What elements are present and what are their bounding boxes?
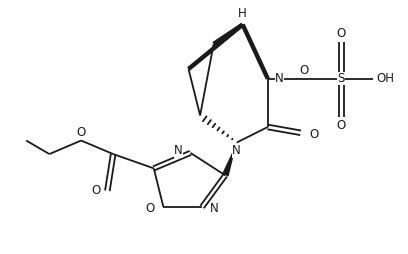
Text: N: N [232, 145, 240, 157]
Text: O: O [337, 27, 346, 40]
Text: H: H [238, 7, 247, 20]
Text: O: O [309, 128, 318, 141]
Text: OH: OH [376, 72, 395, 85]
Polygon shape [222, 142, 237, 177]
Text: O: O [146, 202, 155, 215]
Text: O: O [91, 184, 100, 197]
Text: N: N [210, 202, 219, 215]
Text: S: S [337, 72, 345, 85]
Text: O: O [76, 125, 86, 138]
Text: N: N [174, 145, 183, 157]
Text: O: O [300, 64, 309, 77]
Text: O: O [337, 119, 346, 132]
Text: N: N [275, 72, 284, 85]
